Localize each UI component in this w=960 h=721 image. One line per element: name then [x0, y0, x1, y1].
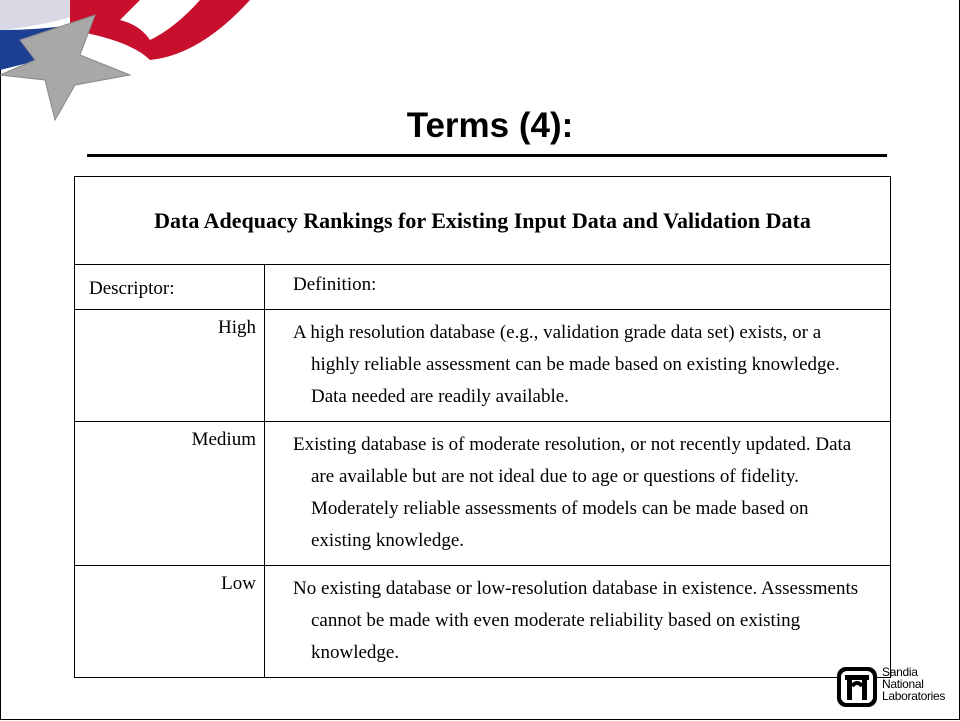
corner-decoration — [0, 0, 250, 122]
logo-line: Laboratories — [882, 689, 946, 703]
table-row: Medium Existing database is of moderate r… — [74, 421, 891, 566]
header-cell: Definition: — [264, 264, 891, 310]
table-row: High A high resolution database (e.g., va… — [74, 309, 891, 422]
logo-line: Sandia — [882, 665, 918, 679]
logo-line: National — [882, 677, 924, 691]
definition-cell: No existing database or low-resolution d… — [264, 565, 891, 678]
table-caption: Data Adequacy Rankings for Existing Inpu… — [74, 176, 891, 265]
descriptor-cell: Low — [74, 565, 265, 678]
header-cell: Descriptor: — [74, 264, 265, 310]
rankings-table: Data Adequacy Rankings for Existing Inpu… — [74, 176, 891, 678]
title-rule — [87, 154, 887, 157]
descriptor-cell: Medium — [74, 421, 265, 566]
sandia-logo — [837, 667, 877, 707]
logo-text: Sandia National Laboratories — [882, 666, 945, 702]
definition-cell: A high resolution database (e.g., valida… — [264, 309, 891, 422]
table-row: Low No existing database or low-resolutio… — [74, 565, 891, 678]
definition-cell: Existing database is of moderate resolut… — [264, 421, 891, 566]
descriptor-cell: High — [74, 309, 265, 422]
slide-title: Terms (4): — [406, 106, 574, 145]
